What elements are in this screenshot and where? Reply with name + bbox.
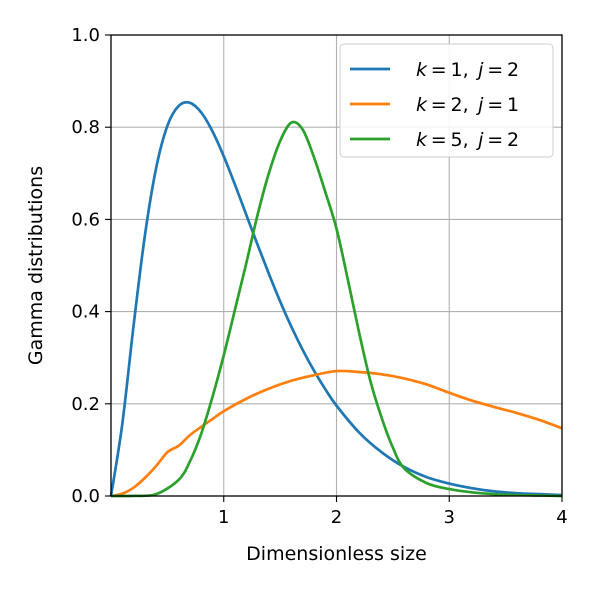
x-tick-label: 1: [218, 507, 229, 528]
legend-value-k: 5: [451, 129, 463, 151]
series-line-1: [109, 100, 563, 497]
x-axis-label: Dimensionless size: [246, 543, 427, 565]
legend-label-2: k = 2, j = 1: [416, 94, 519, 116]
y-tick-label: 0.0: [71, 486, 100, 507]
y-tick-label: 1.0: [71, 25, 100, 46]
series-layer: [109, 100, 563, 498]
y-tick-label: 0.2: [71, 394, 100, 415]
series-line-3: [110, 120, 563, 498]
legend-value-k: 1: [451, 59, 463, 81]
y-tick-label: 0.8: [71, 117, 100, 138]
legend-value-j: 1: [507, 94, 519, 116]
legend-label-1: k = 1, j = 2: [416, 59, 519, 81]
legend-value-k: 2: [451, 94, 463, 116]
y-tick-label: 0.4: [71, 302, 100, 323]
ticks: 1 2 3 4 0.0 0.2 0.4 0.6 0.8 1.0: [71, 25, 567, 528]
legend-box: [339, 43, 554, 158]
legend: k = 1, j = 2 k = 2, j = 1 k = 5, j = 2: [339, 43, 554, 158]
series-line-2: [110, 369, 563, 498]
legend-value-j: 2: [507, 59, 519, 81]
x-tick-label: 2: [331, 507, 342, 528]
legend-label-3: k = 5, j = 2: [416, 129, 519, 151]
legend-value-j: 2: [507, 129, 519, 151]
y-tick-label: 0.6: [71, 209, 100, 230]
x-tick-label: 3: [444, 507, 455, 528]
x-tick-label: 4: [556, 507, 567, 528]
y-axis-label: Gamma distributions: [25, 166, 47, 365]
